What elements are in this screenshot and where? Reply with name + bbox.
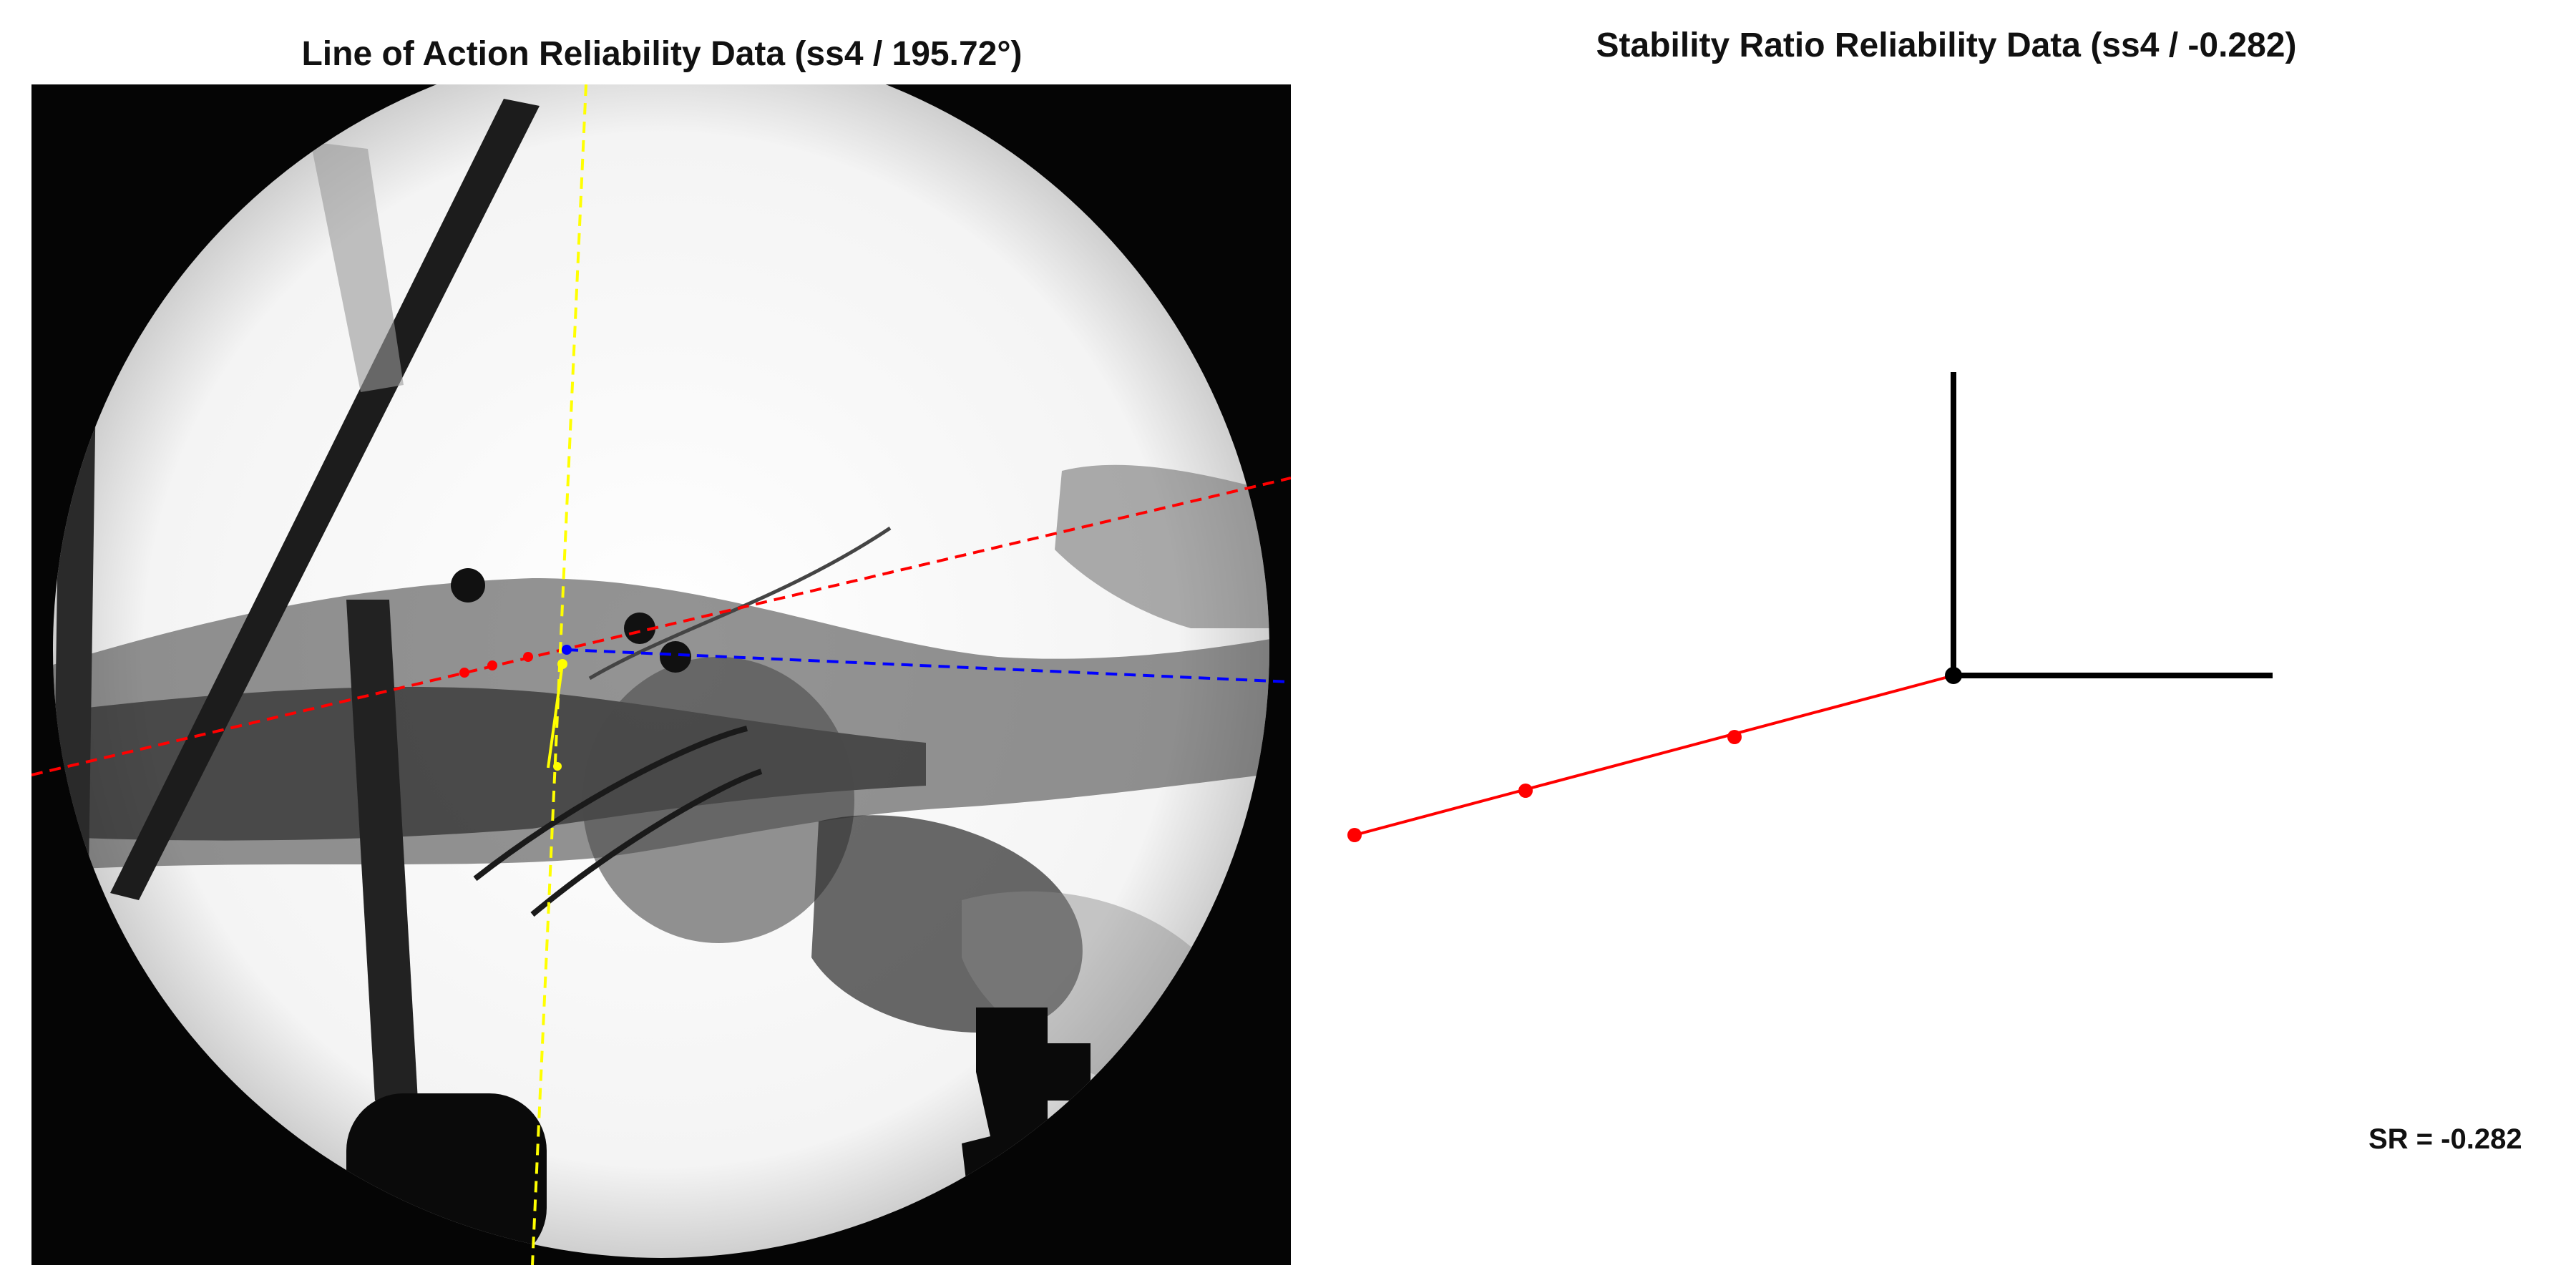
sr-point xyxy=(1727,730,1742,744)
line-of-action-title: Line of Action Reliability Data (ss4 / 1… xyxy=(301,35,1023,73)
stability-ratio-title: Stability Ratio Reliability Data (ss4 / … xyxy=(1596,26,2297,64)
fluoroscopy-image xyxy=(31,84,1291,1265)
yellow-point xyxy=(553,762,562,771)
red-point xyxy=(487,660,497,670)
anatomy-shadows xyxy=(53,99,1269,1258)
yellow-solid-segment xyxy=(547,663,564,769)
yellow-dashed-line xyxy=(531,84,587,1265)
blue-point xyxy=(562,645,572,655)
sr-origin-point xyxy=(1945,667,1962,684)
sr-line xyxy=(1354,674,1954,836)
yellow-point xyxy=(557,659,567,669)
red-point xyxy=(459,668,469,678)
reliability-overlays xyxy=(31,84,1291,1265)
red-point xyxy=(523,652,533,662)
sr-point xyxy=(1518,784,1533,798)
sr-value-label: SR = -0.282 xyxy=(2368,1123,2522,1155)
blue-dashed-line xyxy=(566,648,1291,683)
red-dashed-line xyxy=(31,477,1291,776)
sr-point xyxy=(1347,828,1362,842)
